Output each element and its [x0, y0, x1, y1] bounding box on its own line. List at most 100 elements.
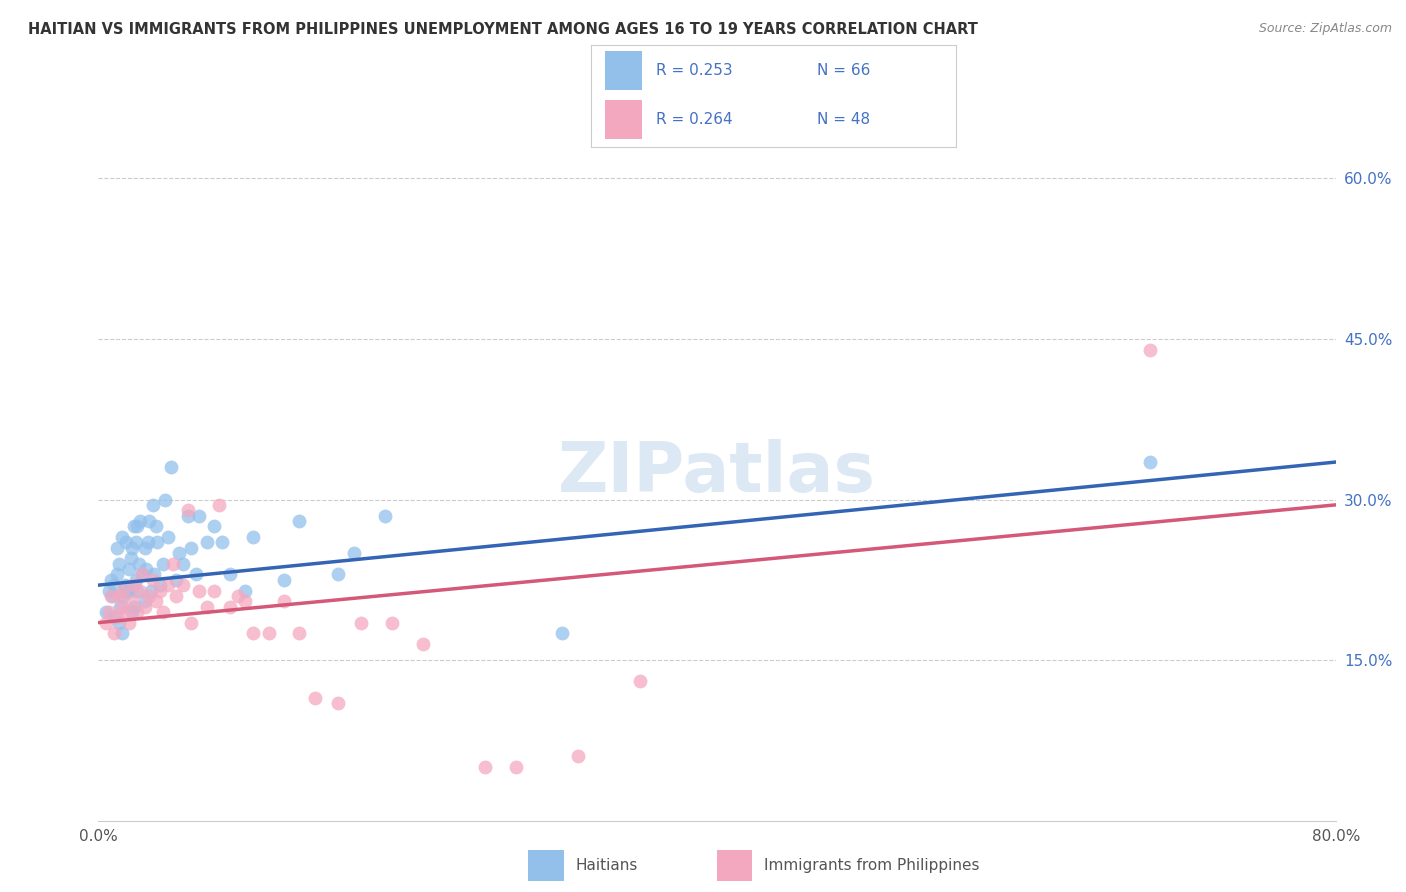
Point	[157, 578, 180, 592]
Point	[118, 615, 141, 630]
Point	[115, 605, 138, 619]
Point	[160, 460, 183, 475]
Point	[118, 583, 141, 598]
Point	[145, 594, 167, 608]
Point	[100, 589, 122, 603]
Point	[138, 589, 160, 603]
Point	[343, 546, 366, 560]
Point	[326, 696, 350, 710]
Point	[188, 508, 211, 523]
Point	[1139, 455, 1161, 469]
Point	[326, 567, 350, 582]
Text: Haitians: Haitians	[575, 858, 638, 872]
Point	[115, 535, 138, 549]
Point	[96, 615, 118, 630]
Text: HAITIAN VS IMMIGRANTS FROM PHILIPPINES UNEMPLOYMENT AMONG AGES 16 TO 19 YEARS CO: HAITIAN VS IMMIGRANTS FROM PHILIPPINES U…	[28, 22, 979, 37]
Point	[188, 583, 211, 598]
Point	[146, 535, 169, 549]
Point	[177, 503, 200, 517]
Point	[105, 610, 128, 624]
Point	[242, 530, 264, 544]
Point	[505, 760, 527, 774]
Point	[157, 530, 180, 544]
Point	[111, 626, 134, 640]
Point	[111, 530, 134, 544]
Point	[152, 557, 174, 571]
Point	[162, 557, 184, 571]
Point	[128, 557, 150, 571]
Point	[136, 535, 159, 549]
Point	[204, 519, 226, 533]
Point	[211, 535, 233, 549]
Point	[108, 599, 131, 614]
FancyBboxPatch shape	[605, 51, 641, 90]
Point	[142, 573, 165, 587]
Point	[226, 589, 249, 603]
Point	[138, 514, 160, 528]
Text: Immigrants from Philippines: Immigrants from Philippines	[765, 858, 980, 872]
FancyBboxPatch shape	[605, 100, 641, 139]
Point	[120, 551, 142, 566]
Point	[103, 610, 125, 624]
Point	[142, 498, 165, 512]
Point	[235, 594, 257, 608]
Point	[204, 583, 226, 598]
FancyBboxPatch shape	[529, 849, 564, 881]
Point	[195, 599, 218, 614]
Point	[145, 519, 167, 533]
Text: ZIPatlas: ZIPatlas	[558, 439, 876, 507]
Point	[288, 626, 311, 640]
Point	[273, 573, 295, 587]
Point	[149, 578, 172, 592]
Point	[103, 626, 125, 640]
Point	[567, 749, 589, 764]
Point	[107, 589, 129, 603]
Point	[127, 519, 149, 533]
Point	[105, 541, 128, 555]
Text: R = 0.264: R = 0.264	[657, 112, 733, 127]
Point	[152, 605, 174, 619]
Point	[122, 519, 145, 533]
Point	[100, 573, 122, 587]
Point	[98, 583, 121, 598]
Point	[122, 578, 145, 592]
Point	[134, 599, 156, 614]
Point	[412, 637, 434, 651]
Text: Source: ZipAtlas.com: Source: ZipAtlas.com	[1258, 22, 1392, 36]
Point	[350, 615, 373, 630]
Point	[235, 583, 257, 598]
Point	[208, 498, 231, 512]
Point	[134, 541, 156, 555]
Point	[153, 492, 176, 507]
Text: N = 48: N = 48	[817, 112, 870, 127]
Point	[195, 535, 218, 549]
Point	[127, 605, 149, 619]
Point	[135, 562, 157, 576]
Point	[105, 567, 128, 582]
Text: R = 0.253: R = 0.253	[657, 62, 733, 78]
Point	[374, 508, 396, 523]
Point	[184, 567, 207, 582]
Point	[474, 760, 496, 774]
Point	[107, 615, 129, 630]
Point	[173, 557, 195, 571]
Point	[288, 514, 311, 528]
Point	[127, 583, 149, 598]
Point	[122, 599, 145, 614]
Point	[167, 546, 190, 560]
Point	[304, 690, 326, 705]
Point	[107, 557, 129, 571]
Point	[124, 535, 146, 549]
Point	[551, 626, 574, 640]
Point	[96, 605, 118, 619]
Point	[111, 599, 134, 614]
Point	[98, 605, 121, 619]
Point	[124, 573, 146, 587]
Point	[165, 589, 187, 603]
Point	[129, 583, 152, 598]
Point	[129, 514, 152, 528]
Point	[1139, 343, 1161, 357]
Point	[103, 578, 125, 592]
Point	[112, 583, 135, 598]
Point	[131, 567, 153, 582]
